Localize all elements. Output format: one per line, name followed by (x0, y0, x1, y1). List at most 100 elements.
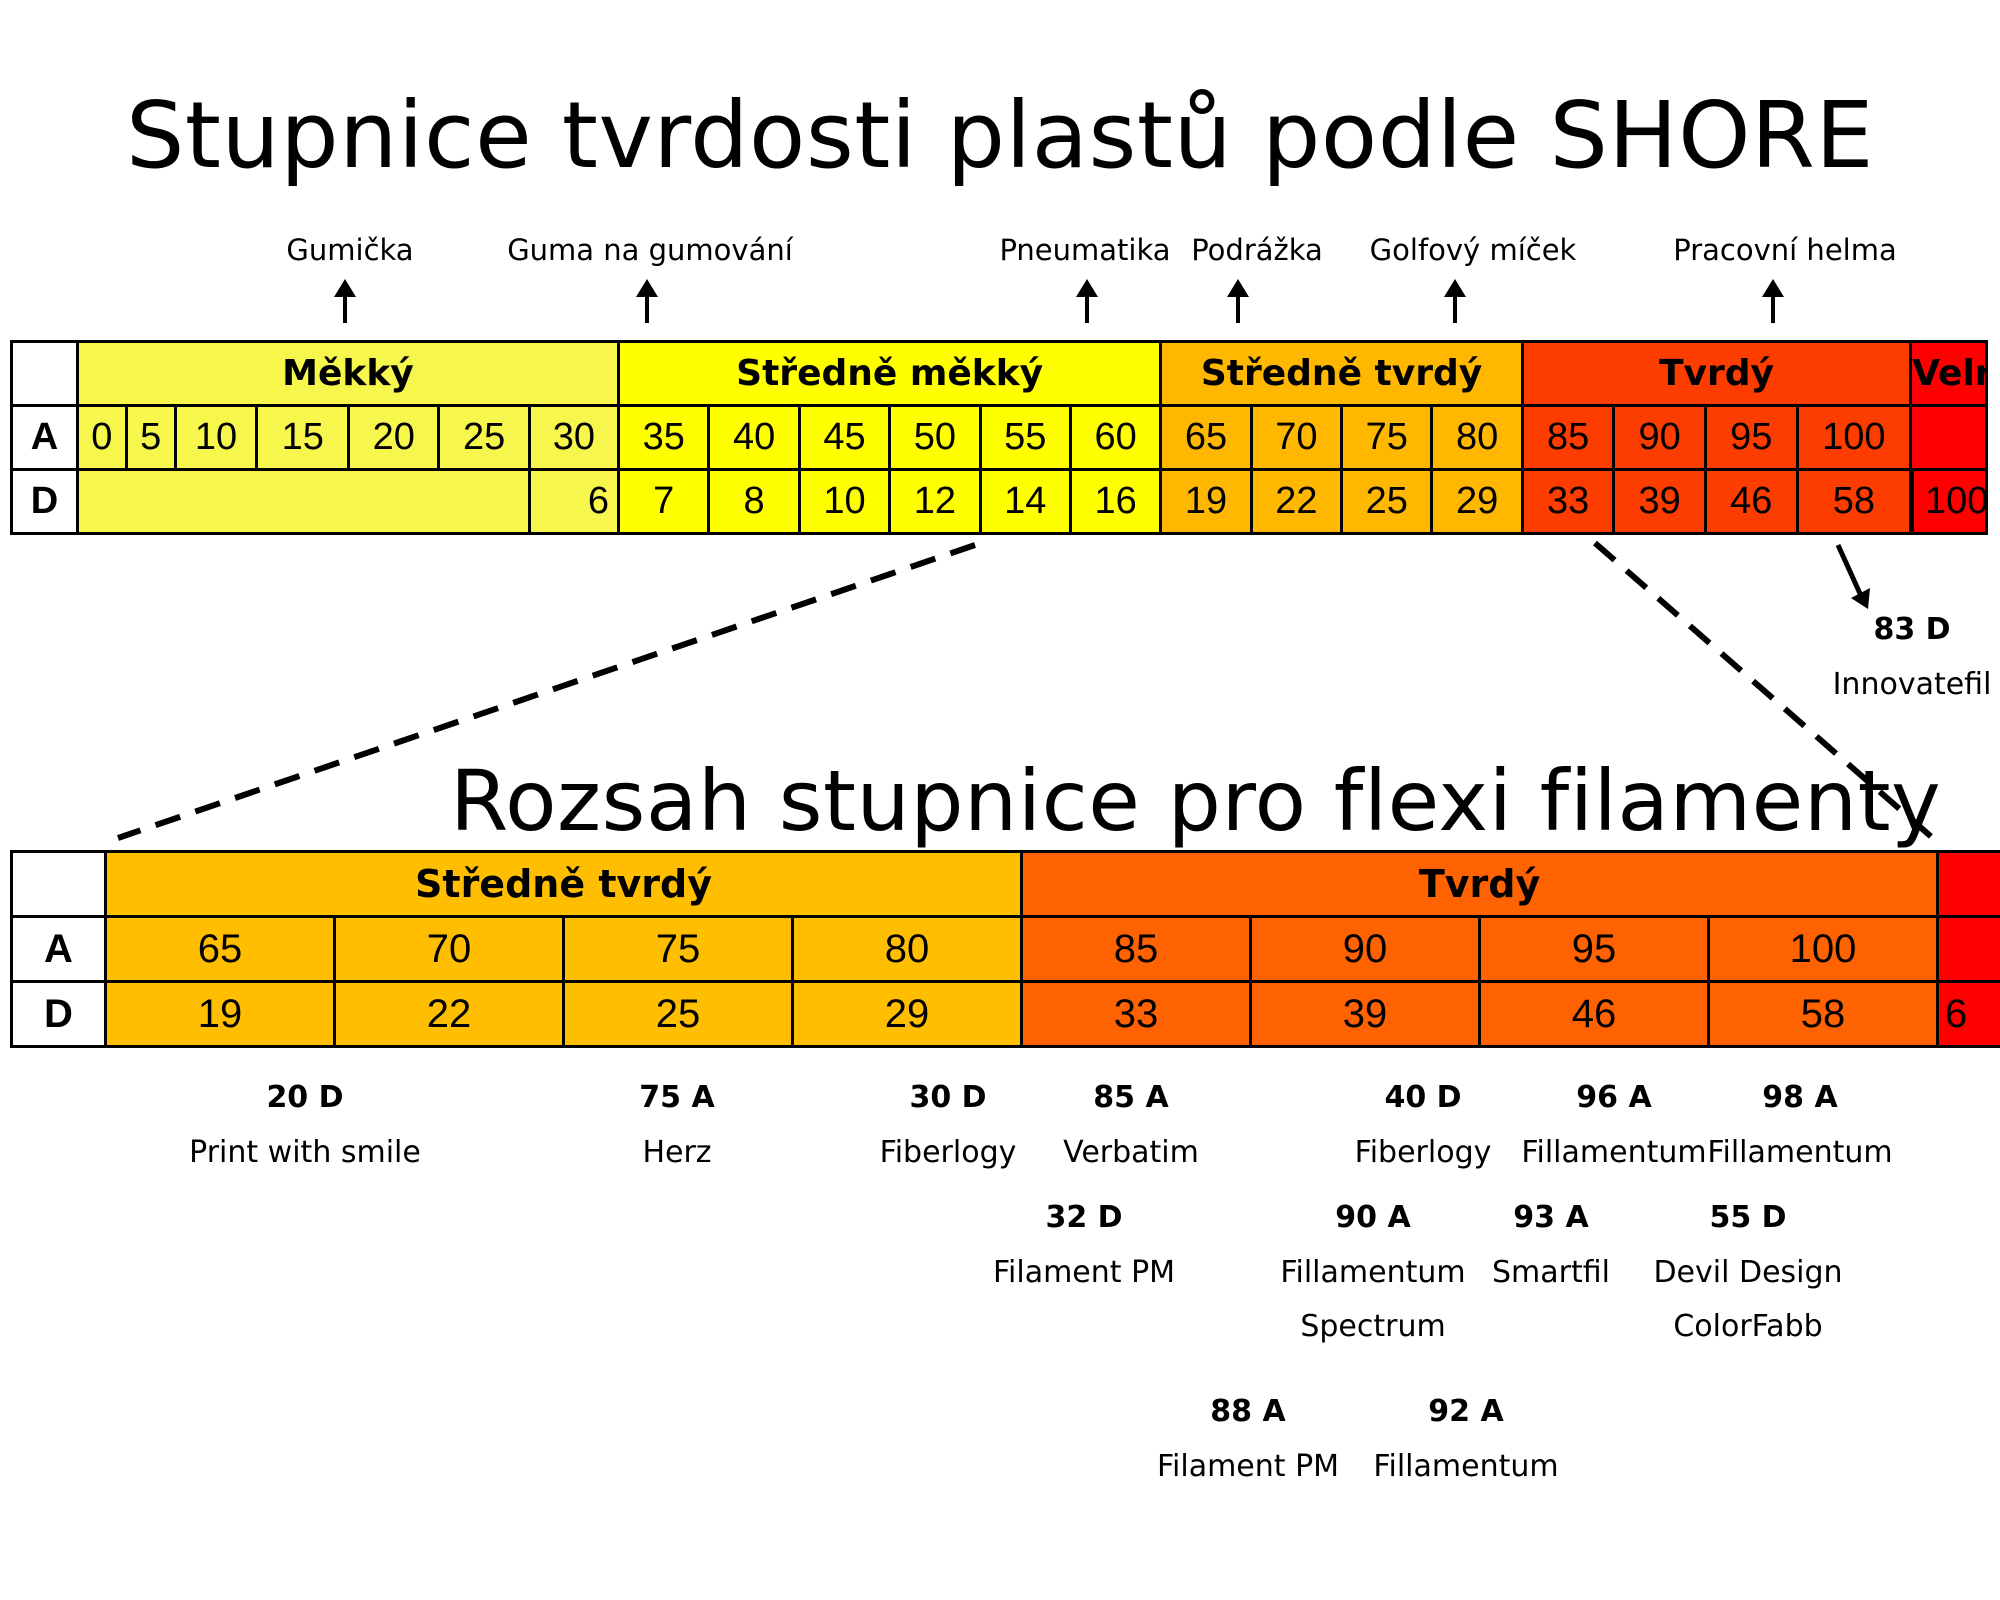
filament-value: 92 A (1428, 1394, 1504, 1429)
filament-value: 93 A (1513, 1200, 1589, 1235)
filament-value: 85 A (1093, 1080, 1169, 1115)
filament-value: 40 D (1384, 1080, 1462, 1115)
a-value-cell: 10 (173, 404, 259, 471)
d-value-cell: 25 (1340, 468, 1434, 535)
a-value-cell: 45 (797, 404, 892, 471)
filament-name: Print with smile (189, 1135, 421, 1170)
d-value-cell: 100 (1913, 472, 1984, 531)
category-stredne-mekky: Středně měkký (617, 340, 1163, 407)
a-value-cell: 50 (888, 404, 982, 471)
filament-note: 30 D Fiberlogy (880, 1070, 1017, 1180)
d-value-cell: 6 (527, 468, 621, 535)
d-velmi-tvrdy-group: 60 70 80 90 100 (1909, 468, 1988, 535)
filament-name: Fillamentum (1521, 1135, 1707, 1170)
a-value-cell: 95 (1478, 915, 1711, 983)
d-value-cell: 10 (797, 468, 892, 535)
d-value-cell: 14 (978, 468, 1072, 535)
filament-value: 98 A (1762, 1080, 1838, 1115)
filament-name: Smartfil (1492, 1255, 1610, 1290)
up-arrow-icon (1227, 279, 1249, 323)
a-value-cell: 65 (104, 915, 336, 983)
zoom-line-left (117, 542, 976, 841)
filament-note: 20 D Print with smile (189, 1070, 421, 1180)
innovatefil-arrow-icon (1835, 543, 1865, 600)
a-value-cell: 75 (1340, 404, 1434, 471)
filament-name: Fiberlogy (1354, 1135, 1492, 1170)
filament-note: 90 A Fillamentum Spectrum (1280, 1190, 1465, 1354)
row-label-a: A (10, 404, 79, 471)
d-value-cell: 7 (617, 468, 711, 535)
flexi-scale-table: Středně tvrdý Tvrdý A 65 70 75 80 85 90 … (10, 850, 2000, 1048)
category-velmi-tvrdy: Velmi tvrdý (1909, 340, 1988, 407)
a-value-cell: 5 (124, 404, 177, 471)
row-label-a: A (10, 915, 107, 983)
filament-value: 20 D (266, 1080, 344, 1115)
a-value-cell: 55 (978, 404, 1072, 471)
d-value-cell: 39 (1612, 468, 1707, 535)
filament-value: 32 D (1045, 1200, 1123, 1235)
row-label-d: D (10, 980, 107, 1048)
a-value-cell: 15 (255, 404, 351, 471)
a-value-cell: 60 (1068, 404, 1163, 471)
filament-name: Verbatim (1063, 1135, 1199, 1170)
filament-note: 96 A Fillamentum (1521, 1070, 1706, 1180)
innovatefil-arrowhead-icon (1851, 588, 1870, 609)
d-value-cell: 8 (707, 468, 801, 535)
d-value-cell: 16 (1068, 468, 1163, 535)
a-value-cell: 35 (617, 404, 711, 471)
a-value-cell: 65 (1159, 404, 1253, 471)
d-value-cell: 58 (1707, 980, 1940, 1048)
a-value-empty-cell (1936, 915, 2000, 983)
d-value-cell: 33 (1020, 980, 1253, 1048)
a-value-cell: 70 (333, 915, 565, 983)
category-stredne-tvrdy: Středně tvrdý (103, 850, 1024, 918)
d-value-cell: 29 (1430, 468, 1524, 535)
filament-note: 88 A Filament PM (1157, 1384, 1339, 1494)
up-arrow-icon (1076, 279, 1098, 323)
d-value-cell: 29 (790, 980, 1024, 1048)
filament-note: 32 D Filament PM (993, 1190, 1175, 1300)
a-value-cell: 80 (1430, 404, 1524, 471)
innovatefil-value: 83 D (1873, 612, 1951, 647)
a-value-cell: 100 (1707, 915, 1940, 983)
filament-note: 55 D Devil Design ColorFabb (1653, 1190, 1842, 1354)
category-mekky: Měkký (75, 340, 621, 407)
a-value-cell: 75 (562, 915, 794, 983)
filament-value: 75 A (639, 1080, 715, 1115)
d-value-cell: 46 (1703, 468, 1799, 535)
filament-name: Herz (642, 1135, 712, 1170)
d-value-partial-cell: 6 (1936, 980, 2000, 1048)
corner-cell (10, 850, 107, 918)
innovatefil-note: 83 D Innovatefil (1833, 602, 1992, 712)
category-stredne-tvrdy: Středně tvrdý (1159, 340, 1524, 407)
d-value-empty-cell (75, 468, 531, 535)
a-value-empty-cell (1909, 404, 1988, 471)
filament-note: 85 A Verbatim (1063, 1070, 1199, 1180)
example-label-pneumatika: Pneumatika (999, 233, 1171, 267)
filament-value: 96 A (1576, 1080, 1652, 1115)
a-value-cell: 0 (75, 404, 128, 471)
example-label-guma: Guma na gumování (507, 233, 793, 267)
d-value-cell: 46 (1478, 980, 1711, 1048)
d-value-cell: 39 (1249, 980, 1482, 1048)
shore-scale-table: Měkký Středně měkký Středně tvrdý Tvrdý … (10, 340, 1988, 535)
filament-value: 90 A (1335, 1200, 1411, 1235)
filament-note: 92 A Fillamentum (1373, 1384, 1558, 1494)
d-value-cell: 25 (562, 980, 794, 1048)
filament-note: 98 A Fillamentum (1707, 1070, 1892, 1180)
up-arrow-icon (1444, 279, 1466, 323)
category-tvrdy: Tvrdý (1020, 850, 1940, 918)
corner-cell (10, 340, 79, 407)
filament-name: Fillamentum (1280, 1255, 1466, 1290)
a-value-cell: 100 (1795, 404, 1913, 471)
section-subtitle: Rozsah stupnice pro flexi filamenty (450, 752, 1942, 850)
example-label-gumicka: Gumička (286, 233, 414, 267)
a-value-cell: 70 (1249, 404, 1344, 471)
filament-name: Filament PM (992, 1255, 1176, 1290)
d-value-cell: 58 (1795, 468, 1913, 535)
a-value-cell: 90 (1612, 404, 1707, 471)
filament-name: Fiberlogy (879, 1135, 1017, 1170)
page-title: Stupnice tvrdosti plastů podle SHORE (125, 82, 1875, 189)
filament-note: 75 A Herz (639, 1070, 714, 1180)
